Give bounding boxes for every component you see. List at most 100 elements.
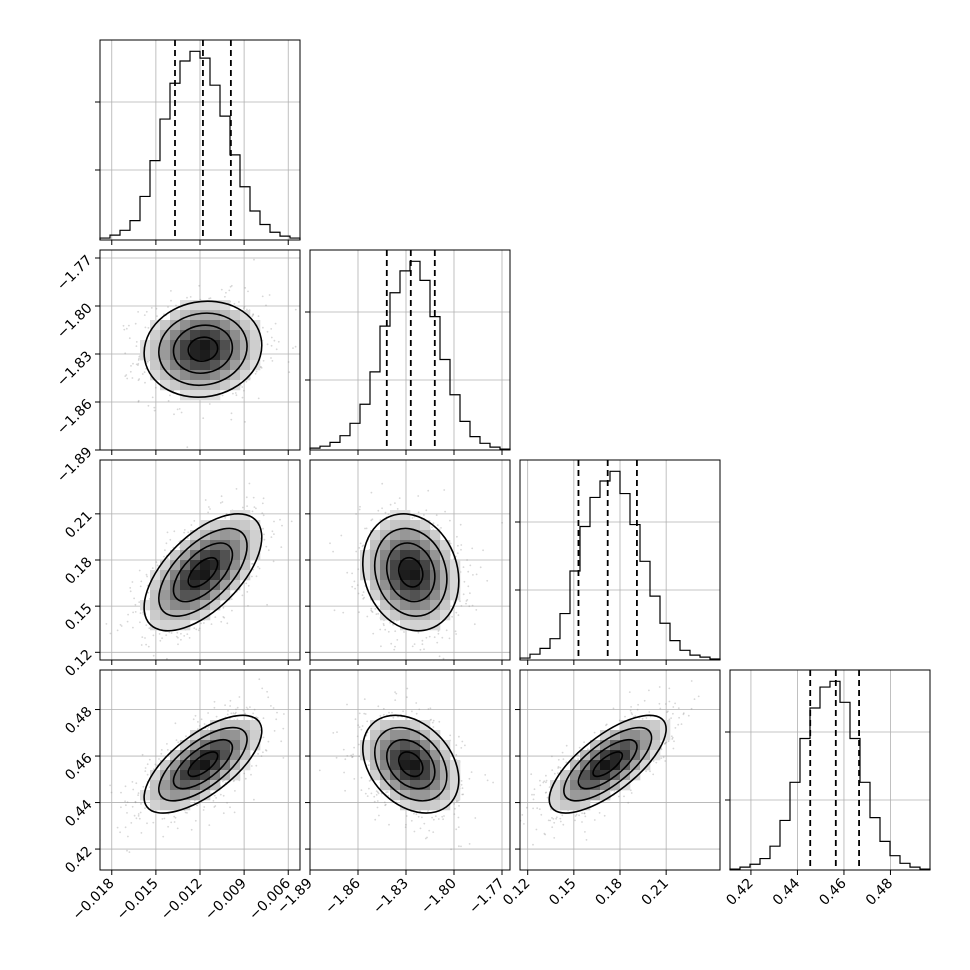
- y-tick-label: 0.44: [62, 797, 95, 830]
- scatter-point: [140, 580, 143, 583]
- density-cell: [440, 610, 451, 621]
- scatter-point: [158, 633, 161, 635]
- scatter-point: [501, 521, 503, 524]
- scatter-point: [260, 755, 263, 757]
- density-cell: [620, 740, 631, 751]
- scatter-point: [138, 378, 141, 380]
- contour-line: [158, 527, 248, 617]
- density-cell: [410, 560, 421, 571]
- scatter-point: [418, 708, 421, 711]
- contour-line: [361, 714, 460, 814]
- density-cell: [160, 330, 171, 341]
- scatter-point: [162, 835, 165, 838]
- scatter-point: [648, 689, 650, 692]
- density-cell: [250, 530, 261, 541]
- scatter-point: [648, 711, 651, 713]
- scatter-point: [449, 734, 452, 737]
- density-cell: [240, 740, 251, 751]
- scatter-point: [281, 524, 283, 527]
- density-cell: [370, 770, 381, 781]
- scatter-point: [270, 336, 273, 339]
- density-cell: [150, 370, 161, 381]
- scatter-point: [252, 562, 254, 565]
- scatter-point: [134, 611, 137, 613]
- contour-line: [172, 324, 234, 375]
- density-cell: [450, 780, 461, 791]
- scatter-point: [140, 832, 143, 834]
- density-cell: [400, 750, 411, 761]
- scatter-point: [234, 790, 236, 792]
- scatter-point: [222, 616, 225, 618]
- scatter-point: [242, 709, 245, 712]
- density-cell: [170, 320, 181, 331]
- scatter-point: [127, 324, 130, 327]
- scatter-point: [553, 772, 556, 775]
- scatter-point: [125, 804, 127, 807]
- scatter-point: [406, 687, 409, 690]
- density-cell: [380, 730, 391, 741]
- density-cell: [430, 760, 441, 771]
- scatter-point: [677, 707, 680, 709]
- density-cell: [160, 600, 171, 611]
- scatter-point: [368, 780, 371, 782]
- scatter-point: [233, 811, 236, 814]
- scatter-point: [469, 592, 471, 595]
- scatter-point: [125, 327, 128, 330]
- scatter-point: [432, 831, 435, 833]
- scatter-point: [461, 740, 464, 743]
- scatter-point: [464, 744, 466, 747]
- density-cell: [220, 340, 231, 351]
- scatter-point: [673, 740, 675, 743]
- density-cell: [410, 610, 421, 621]
- scatter-point: [222, 606, 225, 609]
- scatter-point: [413, 515, 416, 518]
- density-cell: [160, 780, 171, 791]
- density-cell: [210, 320, 221, 331]
- density-cell: [380, 770, 391, 781]
- contour-line: [548, 714, 667, 814]
- scatter-point: [421, 643, 424, 646]
- scatter-point: [274, 322, 277, 325]
- scatter-point: [370, 609, 372, 612]
- density-cell: [240, 540, 251, 551]
- scatter-point: [208, 297, 211, 300]
- scatter-point: [253, 708, 256, 711]
- scatter-point: [664, 741, 667, 744]
- scatter-point: [468, 605, 471, 608]
- scatter-point: [417, 815, 420, 818]
- scatter-point: [292, 347, 294, 349]
- scatter-point: [77, 345, 79, 347]
- scatter-point: [460, 845, 462, 848]
- density-cell: [190, 330, 201, 341]
- scatter-point: [275, 348, 278, 351]
- density-cell: [610, 750, 621, 761]
- scatter-point: [208, 506, 210, 508]
- density-cell: [620, 770, 631, 781]
- density-cell: [400, 760, 411, 771]
- contour-line: [385, 738, 436, 790]
- density-cell: [600, 740, 611, 751]
- scatter-point: [215, 797, 218, 799]
- contour-line: [373, 726, 448, 802]
- density-cell: [180, 800, 191, 811]
- scatter-point: [453, 803, 456, 805]
- scatter-point: [210, 623, 213, 625]
- density-cell: [160, 610, 171, 621]
- density-cell: [240, 310, 251, 321]
- density-cell: [600, 780, 611, 791]
- scatter-point: [122, 324, 125, 327]
- scatter-point: [417, 511, 420, 514]
- scatter-point: [273, 339, 276, 342]
- x-tick-label: −0.015: [114, 876, 162, 924]
- density-cell: [190, 580, 201, 591]
- histogram-panel-0: [95, 39, 301, 241]
- scatter-point: [441, 636, 444, 639]
- scatter-point: [565, 761, 568, 764]
- density-cell: [360, 750, 371, 761]
- scatter-point: [129, 370, 132, 373]
- density-cell: [640, 720, 651, 731]
- scatter-point: [282, 727, 285, 730]
- density-cell: [150, 770, 161, 781]
- density-cell: [440, 800, 451, 811]
- density-cell: [380, 540, 391, 551]
